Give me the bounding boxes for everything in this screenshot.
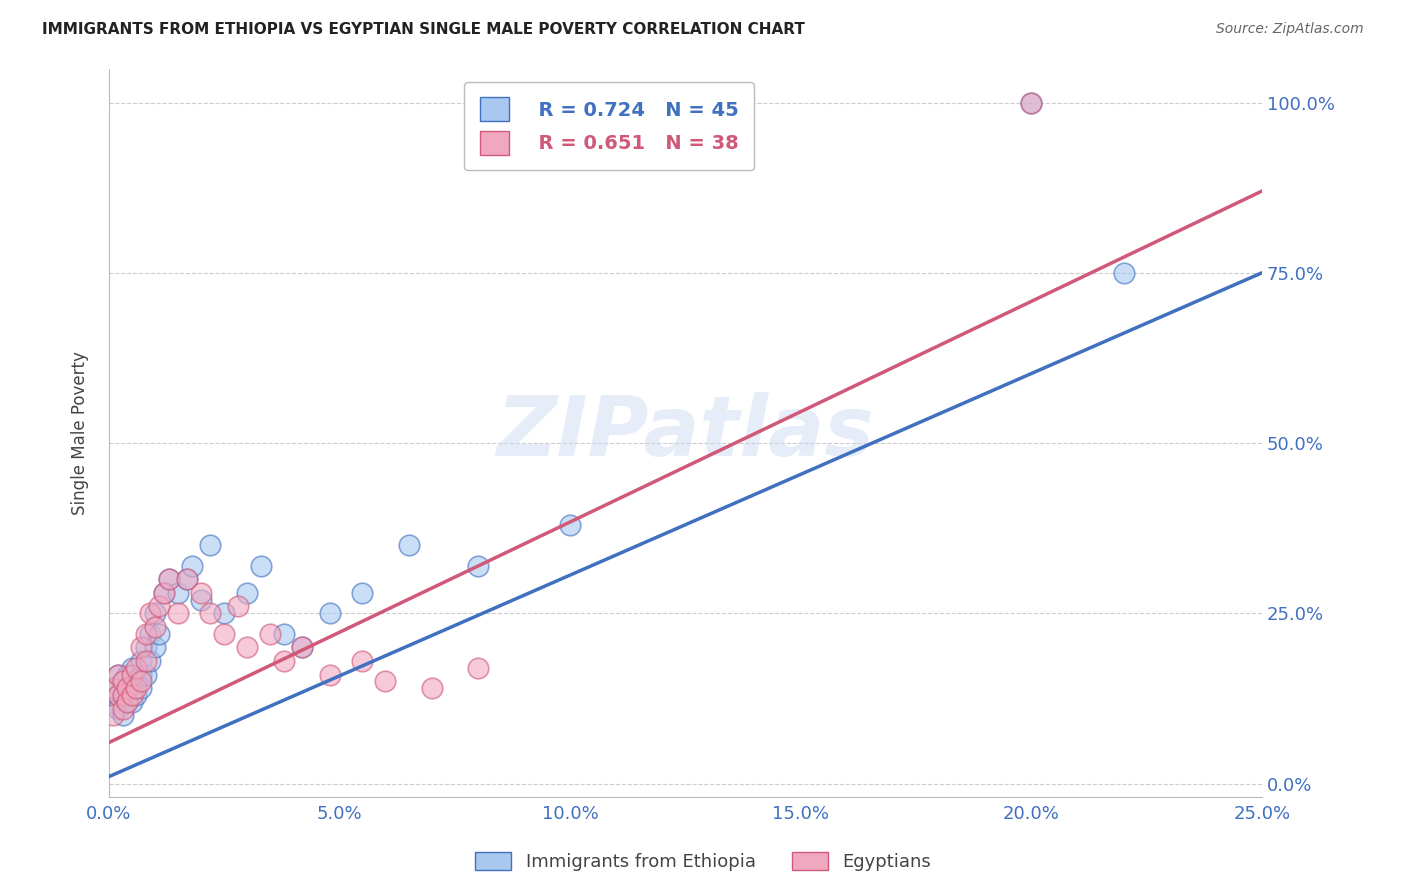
Point [125, 661, 148, 675]
Point [139, 654, 162, 668]
Point [398, 538, 420, 552]
Point [107, 667, 129, 681]
Point [107, 701, 129, 715]
Point [115, 695, 138, 709]
Point [167, 607, 190, 621]
Point [111, 674, 134, 689]
Point [291, 640, 314, 655]
Point [153, 586, 176, 600]
Point [319, 667, 342, 681]
Point [467, 661, 489, 675]
Point [198, 538, 221, 552]
Point [236, 640, 259, 655]
Point [129, 667, 152, 681]
Point [121, 667, 143, 681]
Point [121, 695, 143, 709]
Point [115, 681, 138, 696]
Point [176, 572, 198, 586]
Point [135, 626, 157, 640]
Point [129, 674, 152, 689]
Point [107, 688, 129, 702]
Point [111, 708, 134, 723]
Point [190, 592, 212, 607]
Point [212, 607, 235, 621]
Point [148, 599, 170, 614]
Point [125, 688, 148, 702]
Point [259, 626, 281, 640]
Point [1019, 95, 1042, 110]
Point [107, 667, 129, 681]
Point [121, 681, 143, 696]
Point [167, 586, 190, 600]
Point [143, 620, 166, 634]
Point [273, 626, 295, 640]
Point [111, 688, 134, 702]
Point [157, 572, 180, 586]
Point [103, 695, 125, 709]
Point [319, 607, 342, 621]
Point [103, 681, 125, 696]
Point [180, 558, 202, 573]
Legend: Immigrants from Ethiopia, Egyptians: Immigrants from Ethiopia, Egyptians [468, 845, 938, 879]
Point [1019, 95, 1042, 110]
Point [135, 667, 157, 681]
Point [111, 701, 134, 715]
Point [352, 654, 374, 668]
Point [139, 626, 162, 640]
Point [143, 640, 166, 655]
Legend:   R = 0.724   N = 45,   R = 0.651   N = 38: R = 0.724 N = 45, R = 0.651 N = 38 [464, 82, 754, 170]
Point [190, 586, 212, 600]
Text: IMMIGRANTS FROM ETHIOPIA VS EGYPTIAN SINGLE MALE POVERTY CORRELATION CHART: IMMIGRANTS FROM ETHIOPIA VS EGYPTIAN SIN… [42, 22, 806, 37]
Point [107, 688, 129, 702]
Point [139, 607, 162, 621]
Point [236, 586, 259, 600]
Point [250, 558, 273, 573]
Point [420, 681, 443, 696]
Y-axis label: Single Male Poverty: Single Male Poverty [72, 351, 89, 515]
Point [125, 674, 148, 689]
Point [115, 695, 138, 709]
Point [153, 586, 176, 600]
Point [103, 681, 125, 696]
Point [103, 708, 125, 723]
Point [212, 626, 235, 640]
Point [291, 640, 314, 655]
Point [157, 572, 180, 586]
Text: ZIPatlas: ZIPatlas [496, 392, 875, 474]
Point [176, 572, 198, 586]
Point [374, 674, 396, 689]
Point [352, 586, 374, 600]
Point [1112, 266, 1135, 280]
Point [135, 654, 157, 668]
Point [111, 674, 134, 689]
Point [198, 607, 221, 621]
Point [115, 681, 138, 696]
Point [121, 661, 143, 675]
Point [121, 688, 143, 702]
Point [148, 626, 170, 640]
Point [467, 558, 489, 573]
Point [125, 681, 148, 696]
Point [111, 688, 134, 702]
Point [558, 517, 581, 532]
Point [226, 599, 249, 614]
Point [129, 654, 152, 668]
Text: Source: ZipAtlas.com: Source: ZipAtlas.com [1216, 22, 1364, 37]
Point [143, 607, 166, 621]
Point [115, 667, 138, 681]
Point [135, 640, 157, 655]
Point [273, 654, 295, 668]
Point [129, 640, 152, 655]
Point [129, 681, 152, 696]
